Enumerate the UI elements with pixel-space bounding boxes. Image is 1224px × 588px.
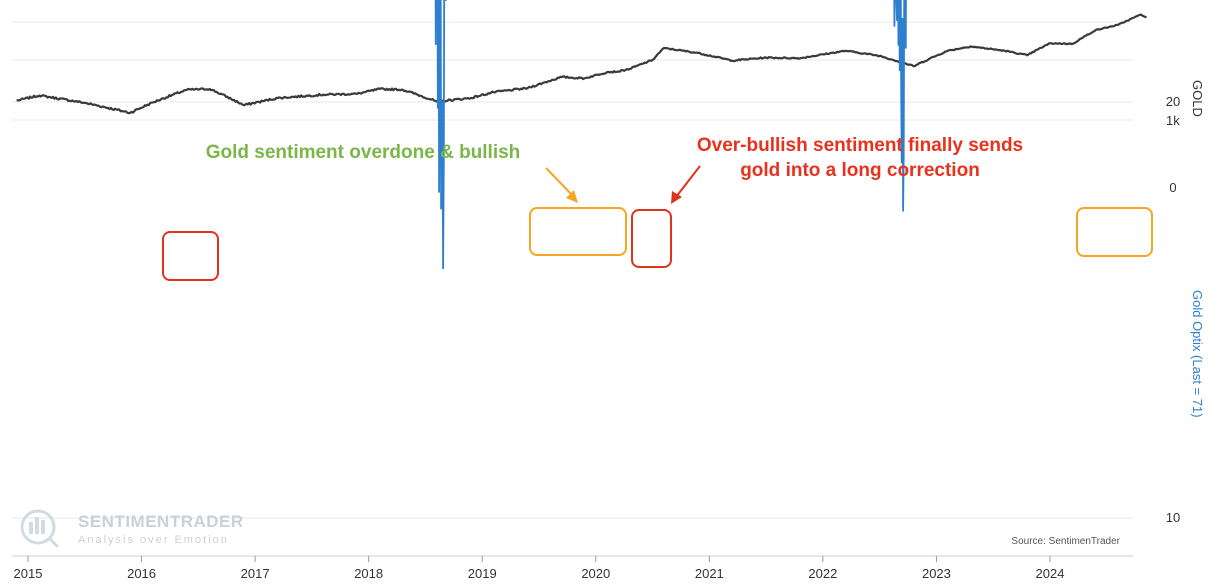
grid bbox=[12, 21, 1133, 557]
orange-highlight-box-2024 bbox=[1076, 207, 1153, 257]
optix-y-axis: 10203040506070800 bbox=[1166, 94, 1180, 525]
x-tick-label: 2021 bbox=[695, 566, 724, 581]
x-tick-label: 2016 bbox=[127, 566, 156, 581]
gold-series bbox=[16, 13, 1147, 115]
watermark-tagline: Analysis over Emotion bbox=[78, 534, 229, 546]
gold-axis-label: GOLD bbox=[1190, 80, 1205, 117]
gold-y-axis: 1k bbox=[1166, 113, 1180, 128]
green-annotation: Gold sentiment overdone & bullish bbox=[206, 142, 521, 163]
watermark-logo: SENTIMENTRADER Analysis over Emotion bbox=[20, 509, 244, 549]
optix-axis-label: Gold Optix (Last = 71) bbox=[1190, 290, 1205, 418]
x-tick-label: 2015 bbox=[14, 566, 43, 581]
red-highlight-box-2020 bbox=[631, 209, 672, 268]
x-tick-label: 2019 bbox=[468, 566, 497, 581]
x-tick-label: 2018 bbox=[354, 566, 383, 581]
red-annotation-line-2: gold into a long correction bbox=[740, 160, 980, 181]
highlight-boxes bbox=[162, 207, 1153, 281]
orange-arrowhead bbox=[566, 190, 578, 203]
red-arrowhead bbox=[671, 191, 682, 204]
optix-tick-label: 0 bbox=[1169, 180, 1176, 195]
optix-tick-label: 20 bbox=[1166, 94, 1180, 109]
x-tick-label: 2020 bbox=[581, 566, 610, 581]
x-tick-label: 2017 bbox=[241, 566, 270, 581]
optix-tick-label: 10 bbox=[1166, 510, 1180, 525]
red-arrow bbox=[675, 165, 701, 198]
gold-price-line bbox=[16, 13, 1147, 115]
x-tick-label: 2022 bbox=[808, 566, 837, 581]
orange-highlight-box-2020 bbox=[529, 207, 627, 256]
red-highlight-box-2016 bbox=[162, 231, 219, 281]
watermark-brand: SENTIMENTRADER bbox=[78, 512, 244, 531]
red-annotation-line-1: Over-bullish sentiment finally sends bbox=[697, 135, 1023, 156]
x-tick-label: 2023 bbox=[922, 566, 951, 581]
source-label: Source: SentimenTrader bbox=[1011, 536, 1120, 547]
gold-tick-label: 1k bbox=[1166, 113, 1180, 128]
annotation-arrows bbox=[545, 165, 701, 204]
x-axis: 2015 2016 2017 2018 2019 2020 2021 2022 2023 2024 bbox=[14, 556, 1065, 581]
x-tick-label: 2024 bbox=[1036, 566, 1065, 581]
orange-arrow bbox=[545, 167, 575, 198]
